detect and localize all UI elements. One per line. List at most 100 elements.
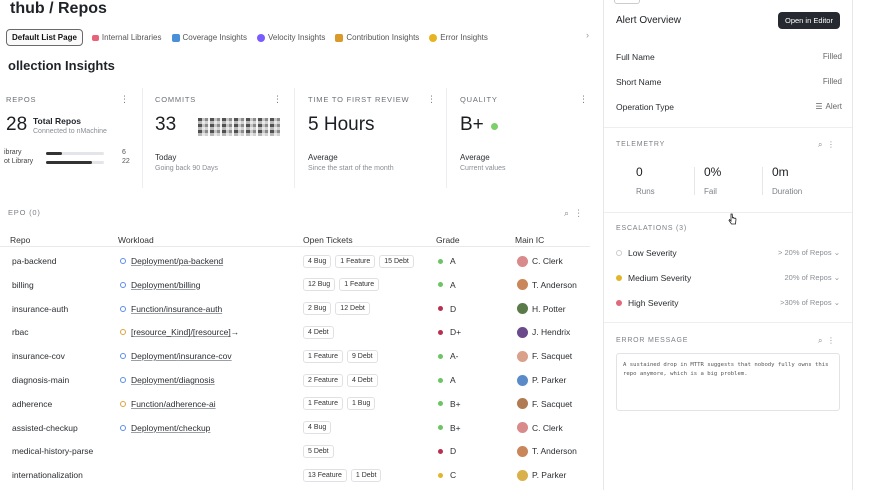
table-row[interactable]: pa-backend Deployment / pa-backend 4 Bug 1 Fe… xyxy=(0,249,590,273)
table-row[interactable]: adherence Function / adherence-ai 1 Feature 1… xyxy=(0,392,590,416)
repo-name[interactable]: rbac xyxy=(12,327,29,338)
ticket-badge[interactable]: 2 Bug xyxy=(303,302,332,316)
workload-link[interactable]: [resource_Kind] / [resource] → xyxy=(120,320,239,344)
tab-contribution-insights[interactable]: Contribution Insights xyxy=(330,30,424,45)
repo-name[interactable]: billing xyxy=(12,279,34,290)
open-in-editor-button[interactable]: Open in Editor xyxy=(778,12,840,29)
table-row[interactable]: medical-history-parse 5 Debt D T. Anderson xyxy=(0,439,590,463)
column-header-grade[interactable]: Grade xyxy=(436,235,460,245)
ticket-badge[interactable]: 4 Debt xyxy=(303,325,334,339)
tab-label: Contribution Insights xyxy=(346,33,420,42)
panel-tab[interactable] xyxy=(614,0,640,4)
divider xyxy=(604,322,852,323)
repo-name[interactable]: adherence xyxy=(12,398,53,409)
owner-cell[interactable]: C. Clerk xyxy=(517,416,563,440)
more-icon[interactable]: ⋮ xyxy=(579,94,588,104)
ticket-badge[interactable]: 4 Bug xyxy=(303,421,332,435)
tab-velocity-insights[interactable]: Velocity Insights xyxy=(252,30,330,45)
ticket-badge[interactable]: 1 Feature xyxy=(339,278,380,292)
repo-name[interactable]: insurance-cov xyxy=(12,351,65,362)
ticket-badge[interactable]: 12 Bug xyxy=(303,278,336,292)
table-row[interactable]: assisted-checkup Deployment / checkup 4 Bug B… xyxy=(0,416,590,440)
grade-cell: C xyxy=(438,463,456,487)
search-icon[interactable]: ⌕ xyxy=(818,140,823,149)
owner-cell[interactable]: H. Potter xyxy=(517,297,566,321)
more-icon[interactable]: ⋮ xyxy=(427,94,436,104)
repo-name[interactable]: medical-history-parse xyxy=(12,446,94,457)
more-icon[interactable]: ⋮ xyxy=(826,140,835,149)
repo-name[interactable]: pa-backend xyxy=(12,256,57,266)
workload-sep: / xyxy=(176,375,179,385)
workload-link[interactable]: Function / adherence-ai xyxy=(120,392,216,416)
chevron-down-icon[interactable]: ⌄ xyxy=(833,298,840,307)
more-icon[interactable]: ⋮ xyxy=(574,208,584,218)
tab-error-insights[interactable]: Error Insights xyxy=(424,30,493,45)
tab-internal-libraries[interactable]: Internal Libraries xyxy=(87,30,167,45)
chevron-down-icon[interactable]: ⌄ xyxy=(833,248,840,257)
workload-link[interactable]: Deployment / billing xyxy=(120,273,200,297)
chevron-down-icon[interactable]: ⌄ xyxy=(833,273,840,282)
card-sub: Today xyxy=(155,153,177,162)
column-header-workload[interactable]: Workload xyxy=(118,235,154,245)
section-title: ollection Insights xyxy=(8,58,115,73)
ticket-badge[interactable]: 13 Feature xyxy=(303,468,347,482)
escalation-medium[interactable]: Medium Severity 20% of Repos ⌄ xyxy=(616,271,842,285)
severity-dot xyxy=(616,250,622,256)
owner-cell[interactable]: P. Parker xyxy=(517,368,566,392)
escalation-high[interactable]: High Severity >30% of Repos ⌄ xyxy=(616,296,842,310)
workload-link[interactable]: Function / insurance-auth xyxy=(120,297,222,321)
column-header-repo[interactable]: Repo xyxy=(10,235,31,245)
column-header-tickets[interactable]: Open Tickets xyxy=(303,235,353,245)
grade-dot xyxy=(438,329,443,335)
ticket-badge[interactable]: 1 Feature xyxy=(335,254,376,268)
card-label: COMMITS xyxy=(155,95,197,104)
escalation-low[interactable]: Low Severity > 20% of Repos ⌄ xyxy=(616,246,842,260)
ticket-badge[interactable]: 1 Debt xyxy=(350,468,382,482)
more-icon[interactable]: ⋮ xyxy=(826,336,835,345)
repo-name[interactable]: insurance-auth xyxy=(12,303,69,314)
repo-name[interactable]: internationalization xyxy=(12,470,83,481)
table-row[interactable]: billing Deployment / billing 12 Bug 1 Feature… xyxy=(0,273,590,297)
ticket-badge[interactable]: 1 Feature xyxy=(303,397,343,411)
workload-link[interactable]: Deployment / insurance-cov xyxy=(120,344,232,368)
table-row[interactable]: insurance-auth Function / insurance-auth 2 B… xyxy=(0,297,590,321)
table-row[interactable]: insurance-cov Deployment / insurance-cov 1 F… xyxy=(0,344,590,368)
repo-name[interactable]: assisted-checkup xyxy=(12,422,78,433)
chevron-right-icon[interactable]: › xyxy=(586,30,589,40)
more-icon[interactable]: ⋮ xyxy=(273,94,282,104)
table-row[interactable]: rbac [resource_Kind] / [resource] → 4 Debt D+ J… xyxy=(0,320,590,344)
ticket-badge[interactable]: 2 Feature xyxy=(303,373,343,387)
column-header-main-ic[interactable]: Main IC xyxy=(515,235,545,245)
owner-cell[interactable]: C. Clerk xyxy=(517,249,563,273)
escalation-label: Medium Severity xyxy=(628,273,692,283)
ticket-badge[interactable]: 4 Debt xyxy=(346,373,378,387)
more-icon[interactable]: ⋮ xyxy=(120,94,129,104)
error-message-box[interactable]: A sustained drop in MTTR suggests that n… xyxy=(616,353,840,411)
owner-cell[interactable]: P. Parker xyxy=(517,463,566,487)
workload-link[interactable]: Deployment / diagnosis xyxy=(120,368,215,392)
workload-link[interactable]: Deployment / pa-backend xyxy=(120,249,223,273)
tab-coverage-insights[interactable]: Coverage Insights xyxy=(167,30,252,45)
field-operation-type: Operation Type ☰ Alert xyxy=(616,102,842,112)
search-icon[interactable]: ⌕ xyxy=(818,336,823,345)
tab-default-list-page[interactable]: Default List Page xyxy=(6,29,83,46)
owner-cell[interactable]: T. Anderson xyxy=(517,439,577,463)
owner-cell[interactable]: T. Anderson xyxy=(517,273,577,297)
table-row[interactable]: diagnosis-main Deployment / diagnosis 2 Feat… xyxy=(0,368,590,392)
ticket-list: 4 Debt xyxy=(303,320,338,344)
workload-link[interactable]: Deployment / checkup xyxy=(120,416,210,440)
search-icon[interactable]: ⌕ xyxy=(564,208,570,218)
workload-icon xyxy=(120,377,126,383)
ticket-badge[interactable]: 12 Debt xyxy=(335,302,370,316)
owner-cell[interactable]: J. Hendrix xyxy=(517,320,570,344)
ticket-badge[interactable]: 9 Debt xyxy=(346,349,378,363)
owner-cell[interactable]: F. Sacquet xyxy=(517,392,572,416)
ticket-badge[interactable]: 1 Bug xyxy=(346,397,376,411)
owner-cell[interactable]: F. Sacquet xyxy=(517,344,572,368)
ticket-badge[interactable]: 1 Feature xyxy=(303,349,343,363)
ticket-badge[interactable]: 4 Bug xyxy=(303,254,332,268)
ticket-badge[interactable]: 15 Debt xyxy=(379,254,414,268)
ticket-badge[interactable]: 5 Debt xyxy=(303,444,334,458)
table-row[interactable]: internationalization 13 Feature 1 Debt C P. … xyxy=(0,463,590,487)
repo-name[interactable]: diagnosis-main xyxy=(12,375,70,385)
